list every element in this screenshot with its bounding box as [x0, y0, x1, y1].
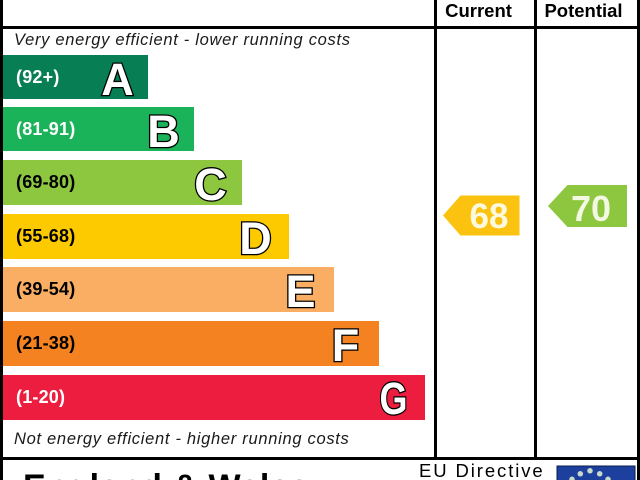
svg-text:70: 70 [571, 188, 611, 229]
svg-text:A: A [101, 54, 134, 105]
svg-text:68: 68 [470, 197, 509, 236]
svg-text:C: C [194, 159, 227, 210]
svg-text:B: B [147, 106, 180, 157]
svg-text:D: D [239, 213, 272, 264]
svg-text:E: E [285, 266, 315, 317]
svg-text:G: G [380, 373, 408, 424]
svg-text:F: F [332, 320, 360, 371]
